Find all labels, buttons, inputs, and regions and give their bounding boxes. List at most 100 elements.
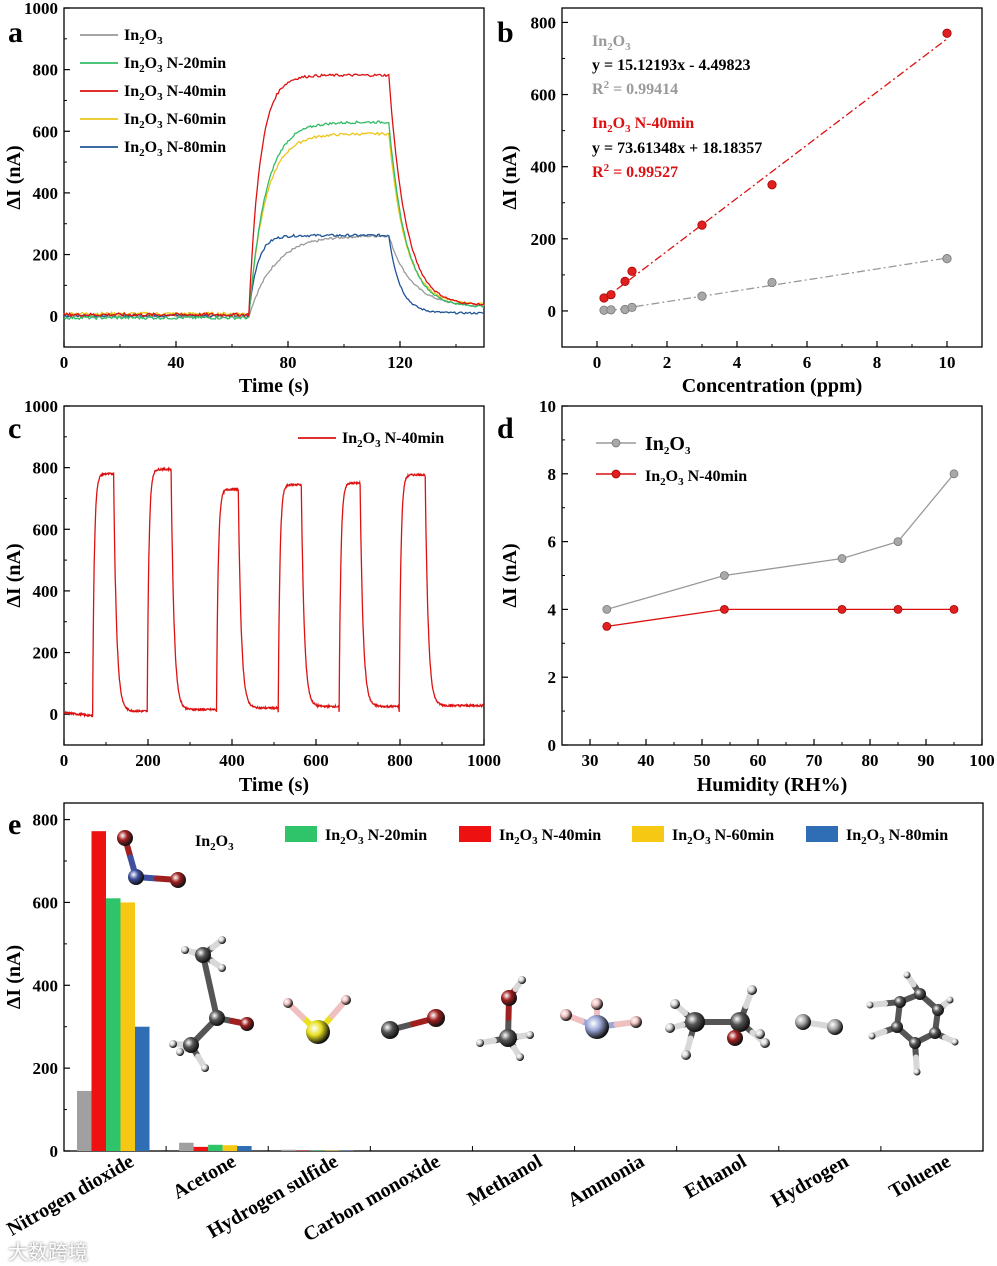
data-point — [720, 571, 729, 580]
acetone-molecule-icon — [195, 947, 211, 963]
x-tick-label: 90 — [918, 751, 935, 770]
acetone-molecule-icon — [169, 1040, 177, 1048]
y-axis-label: ΔI (nA) — [3, 945, 25, 1009]
acetone-molecule-icon — [240, 1017, 254, 1031]
h2s-molecule-icon — [341, 995, 351, 1005]
y-tick-label: 200 — [33, 1059, 59, 1078]
ethanol-molecule-icon — [747, 985, 757, 995]
bar-In2O3 — [179, 1142, 194, 1151]
data-point — [942, 254, 952, 264]
methanol-molecule-icon — [518, 976, 526, 984]
legend-swatch-N20 — [285, 826, 317, 842]
ethanol-molecule-icon — [730, 1012, 750, 1032]
cycling-response-line — [63, 466, 485, 718]
series-line-N80 — [63, 233, 485, 318]
y-tick-label: 400 — [33, 582, 59, 601]
y-tick-label: 800 — [33, 811, 59, 830]
acetone-molecule-icon — [218, 964, 226, 972]
data-point — [837, 554, 847, 563]
acetone-molecule-icon — [209, 1010, 225, 1026]
x-tick-label: 1000 — [467, 751, 501, 770]
annotation-red-r2: R2 = 0.99527 — [592, 162, 678, 181]
co-molecule-icon — [381, 1021, 399, 1039]
y-axis-label: ΔI (nA) — [499, 543, 521, 607]
legend-label-In2O3: In2O3 — [195, 833, 234, 853]
x-axis-label: Time (s) — [239, 774, 309, 796]
series-line-In2O3 — [63, 234, 485, 319]
x-tick-label: 2 — [663, 353, 672, 372]
legend-label-N40: In2O3 N-40min — [499, 827, 601, 847]
bar-N40 — [193, 1146, 209, 1151]
acetone-molecule-icon — [183, 1037, 199, 1053]
series-line-N20 — [63, 120, 485, 321]
y-tick-label: 1000 — [24, 397, 58, 416]
x-tick-label: 80 — [862, 751, 879, 770]
y-tick-label: 600 — [33, 520, 59, 539]
toluene-molecule-icon — [868, 1032, 876, 1040]
y-tick-label: 6 — [548, 533, 557, 552]
x-tick-label: 0 — [60, 353, 69, 372]
methanol-molecule-icon — [501, 990, 517, 1006]
x-tick-label: 70 — [806, 751, 823, 770]
ethanol-molecule-icon — [685, 1012, 705, 1032]
data-point — [697, 220, 707, 230]
y-tick-label: 4 — [548, 600, 557, 619]
toluene-molecule-icon — [914, 988, 926, 1000]
legend-label-N20: In2O3 N-20min — [124, 55, 226, 75]
annotation-gray-title: In2O3 — [592, 33, 631, 53]
toluene-molecule-icon — [891, 1021, 903, 1033]
y-tick-label: 0 — [548, 302, 557, 321]
annotation-red-equation: y = 73.61348x + 18.18357 — [592, 140, 762, 157]
y-tick-label: 600 — [33, 893, 59, 912]
data-point — [606, 290, 616, 300]
annotation-gray-equation: y = 15.12193x - 4.49823 — [592, 57, 750, 74]
acetone-molecule-icon — [218, 936, 226, 944]
panel-a-response-curves: 0 40 80 120 0 200 400 600 800 1000 Time (s) ΔI (nA)… — [3, 0, 485, 397]
x-tick-label: 40 — [168, 353, 185, 372]
toluene-molecule-icon — [894, 996, 906, 1008]
data-point — [893, 605, 903, 614]
legend-label-N60: In2O3 N-60min — [672, 827, 774, 847]
no2-molecule-icon — [117, 830, 133, 846]
legend-swatch-N60 — [632, 826, 664, 842]
y-tick-label: 2 — [548, 668, 557, 687]
watermark: 大数跨境 — [8, 1240, 88, 1264]
category-label: Ammonia — [564, 1150, 648, 1211]
plot-frame — [63, 7, 485, 348]
bar-N60 — [222, 1145, 238, 1151]
data-point — [837, 605, 847, 614]
data-point — [627, 302, 637, 312]
methanol-molecule-icon — [499, 1029, 517, 1047]
plot-frame — [561, 405, 983, 746]
legend-swatch-N80 — [806, 826, 838, 842]
acetone-molecule-icon — [201, 1064, 209, 1072]
methanol-molecule-icon — [516, 1053, 524, 1061]
annotation-red-title: In2O3 N-40min — [592, 115, 694, 135]
legend-label-In2O3: In2O3 — [124, 27, 163, 47]
y-tick-label: 200 — [531, 230, 557, 249]
y-tick-label: 10 — [539, 397, 556, 416]
legend-label-In2O3: In2O3 — [645, 433, 691, 457]
legend-label-N80: In2O3 N-80min — [124, 139, 226, 159]
panel-label-b: b — [497, 16, 514, 49]
data-point — [606, 305, 616, 315]
toluene-molecule-icon — [951, 1038, 959, 1046]
data-point — [627, 266, 637, 276]
plot-frame — [63, 405, 485, 746]
data-point — [602, 605, 612, 614]
ethanol-molecule-icon — [760, 1038, 770, 1048]
data-point — [942, 28, 952, 38]
y-tick-label: 400 — [33, 976, 59, 995]
ammonia-molecule-icon — [585, 1015, 609, 1039]
data-point — [949, 605, 959, 614]
panel-d-humidity: 30 40 50 60 70 80 90 100 0 2 4 6 8 10 Humidity (RH%) ΔI… — [499, 397, 995, 796]
category-label: Nitrogen dioxide — [3, 1150, 137, 1240]
acetone-molecule-icon — [181, 946, 189, 954]
x-tick-label: 6 — [803, 353, 812, 372]
hydrogen-molecule-icon — [795, 1014, 811, 1030]
y-tick-label: 0 — [50, 705, 59, 724]
y-tick-label: 1000 — [24, 0, 58, 18]
y-tick-label: 600 — [33, 122, 59, 141]
y-tick-label: 0 — [50, 307, 59, 326]
h2s-molecule-icon — [306, 1020, 330, 1044]
